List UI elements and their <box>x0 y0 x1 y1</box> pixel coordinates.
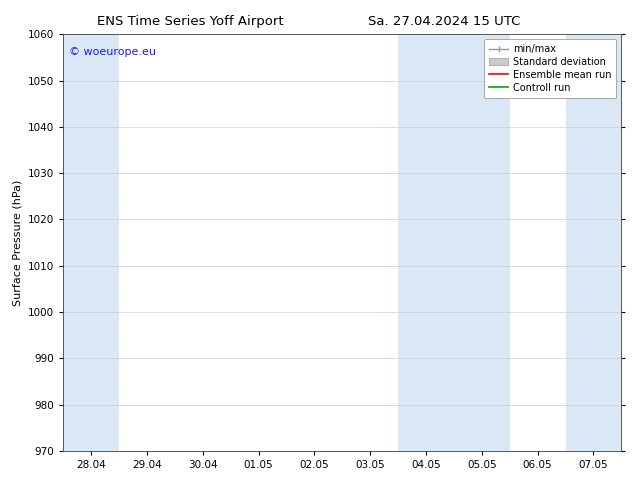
Legend: min/max, Standard deviation, Ensemble mean run, Controll run: min/max, Standard deviation, Ensemble me… <box>484 39 616 98</box>
Text: Sa. 27.04.2024 15 UTC: Sa. 27.04.2024 15 UTC <box>368 15 520 28</box>
Bar <box>398 34 510 451</box>
Bar <box>63 34 119 451</box>
Text: © woeurope.eu: © woeurope.eu <box>69 47 156 57</box>
Y-axis label: Surface Pressure (hPa): Surface Pressure (hPa) <box>13 179 23 306</box>
Text: ENS Time Series Yoff Airport: ENS Time Series Yoff Airport <box>97 15 283 28</box>
Bar <box>566 34 621 451</box>
